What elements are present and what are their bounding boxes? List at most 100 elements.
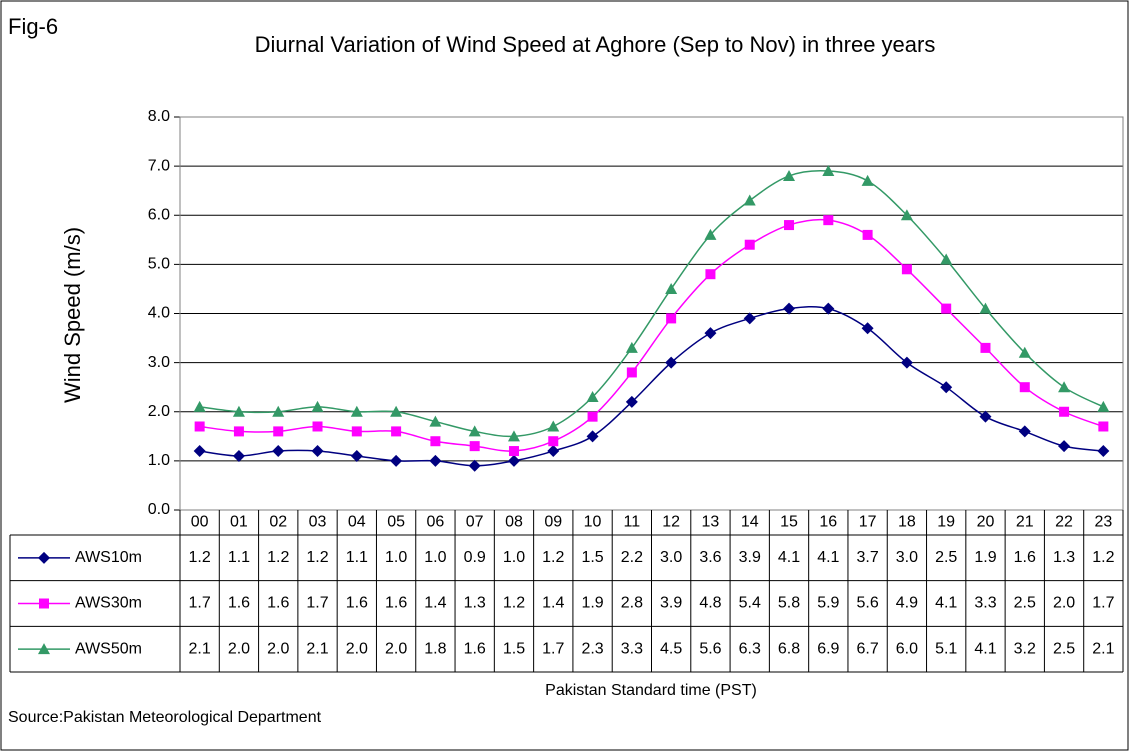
table-value: 1.2 xyxy=(1092,549,1114,566)
point xyxy=(390,405,403,417)
table-value: 1.6 xyxy=(1014,549,1036,566)
point xyxy=(193,445,206,458)
table-value: 1.7 xyxy=(306,595,328,612)
table-value: 2.5 xyxy=(935,549,957,566)
table-value: 5.6 xyxy=(699,640,721,657)
table-value: 4.8 xyxy=(699,595,721,612)
table-value: 5.9 xyxy=(817,595,839,612)
point xyxy=(704,327,717,340)
table-value: 1.6 xyxy=(464,640,486,657)
point xyxy=(665,356,678,369)
point xyxy=(469,441,480,452)
x-tick-label: 19 xyxy=(937,514,955,531)
table-value: 1.2 xyxy=(503,595,525,612)
point xyxy=(941,303,952,314)
point xyxy=(311,445,324,458)
y-tick-label: 1.0 xyxy=(148,452,170,469)
point xyxy=(822,302,835,315)
table-value: 1.6 xyxy=(228,595,250,612)
table-value: 5.4 xyxy=(739,595,761,612)
table-value: 2.8 xyxy=(621,595,643,612)
y-tick-label: 0.0 xyxy=(148,501,170,518)
point xyxy=(232,405,245,417)
table-value: 0.9 xyxy=(464,549,486,566)
point xyxy=(1098,421,1109,432)
table-value: 6.8 xyxy=(778,640,800,657)
point xyxy=(862,229,873,240)
point xyxy=(350,449,363,462)
table-value: 3.0 xyxy=(660,549,682,566)
y-tick-label: 4.0 xyxy=(148,305,170,322)
point xyxy=(900,356,913,369)
point xyxy=(743,194,756,206)
x-tick-label: 06 xyxy=(426,514,444,531)
table-value: 3.3 xyxy=(621,640,643,657)
y-axis-label: Wind Speed (m/s) xyxy=(60,227,85,403)
x-axis-label: Pakistan Standard time (PST) xyxy=(545,682,757,699)
point xyxy=(194,421,205,432)
table-value: 5.8 xyxy=(778,595,800,612)
point xyxy=(508,446,519,457)
point xyxy=(1097,400,1110,412)
y-tick-label: 2.0 xyxy=(148,403,170,420)
point xyxy=(586,430,599,443)
point xyxy=(586,391,599,403)
point xyxy=(1058,440,1071,453)
point xyxy=(705,269,716,280)
x-tick-label: 23 xyxy=(1094,514,1112,531)
point xyxy=(351,426,362,437)
point xyxy=(1019,382,1030,393)
table-value: 1.5 xyxy=(581,549,603,566)
table-value: 1.9 xyxy=(581,595,603,612)
table-value: 2.5 xyxy=(1014,595,1036,612)
y-tick-label: 7.0 xyxy=(148,157,170,174)
table-value: 2.0 xyxy=(1053,595,1075,612)
point xyxy=(547,420,560,432)
table-value: 2.0 xyxy=(346,640,368,657)
x-tick-label: 14 xyxy=(741,514,759,531)
table-value: 2.0 xyxy=(228,640,250,657)
point xyxy=(429,415,442,427)
point xyxy=(468,459,481,472)
point xyxy=(940,253,953,265)
y-tick-label: 8.0 xyxy=(148,108,170,125)
table-value: 1.9 xyxy=(974,549,996,566)
y-tick-label: 5.0 xyxy=(148,256,170,273)
legend-marker xyxy=(39,598,49,609)
table-value: 5.1 xyxy=(935,640,957,657)
point xyxy=(429,454,442,467)
legend-label: AWS30m xyxy=(75,595,142,612)
table-value: 2.3 xyxy=(581,640,603,657)
point xyxy=(901,264,912,275)
figure-label: Fig-6 xyxy=(8,14,58,39)
point xyxy=(625,341,638,353)
point xyxy=(666,313,677,324)
table-value: 1.5 xyxy=(503,640,525,657)
table-value: 3.9 xyxy=(739,549,761,566)
legend-marker xyxy=(38,551,50,564)
x-tick-label: 21 xyxy=(1016,514,1034,531)
point xyxy=(468,425,481,437)
table-value: 1.7 xyxy=(1092,595,1114,612)
point xyxy=(861,322,874,335)
table-value: 3.6 xyxy=(699,549,721,566)
legend-label: AWS10m xyxy=(75,549,142,566)
table-value: 1.2 xyxy=(542,549,564,566)
table-value: 4.5 xyxy=(660,640,682,657)
x-tick-label: 07 xyxy=(466,514,484,531)
table-value: 1.2 xyxy=(267,549,289,566)
point xyxy=(547,445,560,458)
chart-title: Diurnal Variation of Wind Speed at Aghor… xyxy=(255,32,936,57)
point xyxy=(1018,346,1031,358)
point xyxy=(390,454,403,467)
table-value: 4.9 xyxy=(896,595,918,612)
point xyxy=(350,405,363,417)
point xyxy=(507,454,520,467)
point xyxy=(311,400,324,412)
point xyxy=(272,405,285,417)
point xyxy=(233,426,244,437)
point xyxy=(430,436,441,447)
table-value: 2.5 xyxy=(1053,640,1075,657)
table-value: 6.9 xyxy=(817,640,839,657)
